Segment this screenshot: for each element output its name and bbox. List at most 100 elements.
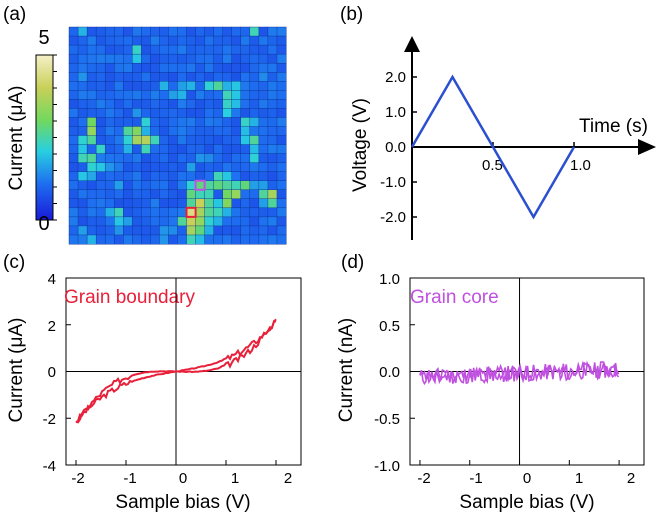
heatmap-cell (159, 99, 169, 109)
heatmap-cell (240, 72, 251, 82)
heatmap-cell (68, 207, 79, 218)
heatmap-cell (77, 53, 88, 64)
heatmap-cell (150, 153, 160, 164)
heatmap-cell (177, 171, 188, 182)
heatmap-cell (258, 99, 269, 109)
heatmap-cell (240, 180, 251, 191)
heatmap-cell (132, 99, 142, 109)
heatmap-cell (150, 90, 160, 100)
heatmap-cell (276, 90, 287, 100)
heatmap-cell (258, 171, 269, 182)
heatmap-cell (222, 216, 233, 227)
heatmap-cell (195, 53, 206, 64)
colorbar (35, 54, 54, 221)
heatmap-cell (104, 198, 115, 209)
heatmap-cell (159, 117, 169, 127)
waveform-plot: Time (s) Voltage (V) 2.0 1.0 0.0 -1.0 -2… (350, 36, 656, 240)
heatmap-cell (168, 135, 179, 146)
heatmap-cell (132, 171, 142, 182)
heatmap-cell (114, 216, 124, 227)
heatmap-cell (195, 162, 206, 173)
heatmap-cell (276, 189, 287, 200)
plot-c-ytick-neg4: -4 (43, 458, 56, 475)
heatmap-cell (267, 126, 278, 136)
heatmap-cell (95, 135, 106, 146)
heatmap-cell (222, 53, 233, 64)
heatmap-cell (104, 135, 115, 146)
heatmap-cell (86, 108, 97, 118)
heatmap-cell (258, 35, 269, 46)
heatmap-cell (231, 135, 242, 146)
heatmap-cell (258, 72, 269, 82)
heatmap-cell (222, 81, 233, 91)
heatmap-cell (249, 108, 260, 118)
plot-c-xtick-neg1: -1 (123, 470, 136, 487)
heatmap-cell (168, 207, 179, 218)
heatmap-cell (77, 90, 88, 100)
heatmap-cell (249, 162, 260, 173)
panel-label-b: (b) (340, 4, 363, 25)
heatmap-cell (186, 53, 197, 64)
heatmap-cell (159, 153, 169, 164)
heatmap-cell (159, 81, 169, 91)
heatmap-cell (258, 216, 269, 227)
heatmap-cell (195, 189, 206, 200)
heatmap-cell (104, 162, 115, 173)
heatmap-cell (186, 207, 197, 218)
heatmap-cell (258, 62, 269, 73)
plot-d-xtick-neg1: -1 (469, 470, 482, 487)
heatmap-cell (132, 126, 142, 136)
heatmap-cell (159, 162, 169, 173)
heatmap-cell (114, 90, 124, 100)
heatmap-cell (204, 225, 215, 236)
heatmap-cell (231, 26, 242, 37)
heatmap-cell (114, 189, 124, 200)
heatmap-cell (68, 117, 79, 127)
heatmap-cell (249, 171, 260, 182)
heatmap-cell (141, 44, 151, 55)
heatmap-cell (86, 153, 97, 164)
heatmap-cell (86, 81, 97, 91)
heatmap-cell (213, 234, 224, 245)
heatmap-cell (249, 62, 260, 73)
heatmap-cell (114, 225, 124, 236)
heatmap-cell (249, 234, 260, 245)
heatmap-cell (177, 225, 188, 236)
heatmap-cell (86, 162, 97, 173)
heatmap-cell (258, 153, 269, 164)
heatmap-cell (267, 53, 278, 64)
heatmap-cell (204, 108, 215, 118)
heatmap-cell (114, 135, 124, 146)
heatmap-cell (159, 72, 169, 82)
waveform-xtick-1-0: 1.0 (570, 157, 591, 174)
heatmap-cell (276, 108, 287, 118)
heatmap-cell (204, 44, 215, 55)
heatmap-cell (86, 90, 97, 100)
heatmap-cell (132, 81, 142, 91)
heatmap-cell (68, 225, 79, 236)
heatmap-cell (177, 189, 188, 200)
heatmap-cell (150, 162, 160, 173)
heatmap-cell (231, 117, 242, 127)
heatmap-cell (186, 198, 197, 209)
heatmap-cell (195, 126, 206, 136)
heatmap-cell (86, 225, 97, 236)
panel-label-d: (d) (341, 252, 364, 273)
heatmap-cell (168, 216, 179, 227)
heatmap-cell (114, 171, 124, 182)
voltage-waveform-line (410, 74, 576, 220)
heatmap-cell (95, 99, 106, 109)
heatmap-cell (68, 35, 79, 46)
heatmap-cell (231, 180, 242, 191)
heatmap-cell (267, 234, 278, 245)
grain-boundary-iv-curve (75, 318, 277, 424)
heatmap-cell (213, 108, 224, 118)
heatmap-cell (195, 99, 206, 109)
plot-d-xtick-1: 1 (575, 470, 583, 487)
heatmap-cell (95, 53, 106, 64)
heatmap-cell (132, 162, 142, 173)
plot-d-ytick-0: 0.0 (379, 364, 400, 381)
heatmap-cell (186, 62, 197, 73)
heatmap-cell (177, 53, 188, 64)
heatmap-cell (276, 44, 287, 55)
